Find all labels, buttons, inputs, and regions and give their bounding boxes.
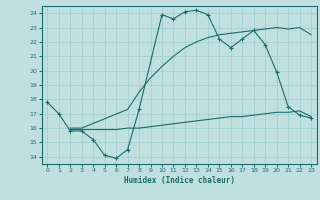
X-axis label: Humidex (Indice chaleur): Humidex (Indice chaleur) bbox=[124, 176, 235, 185]
